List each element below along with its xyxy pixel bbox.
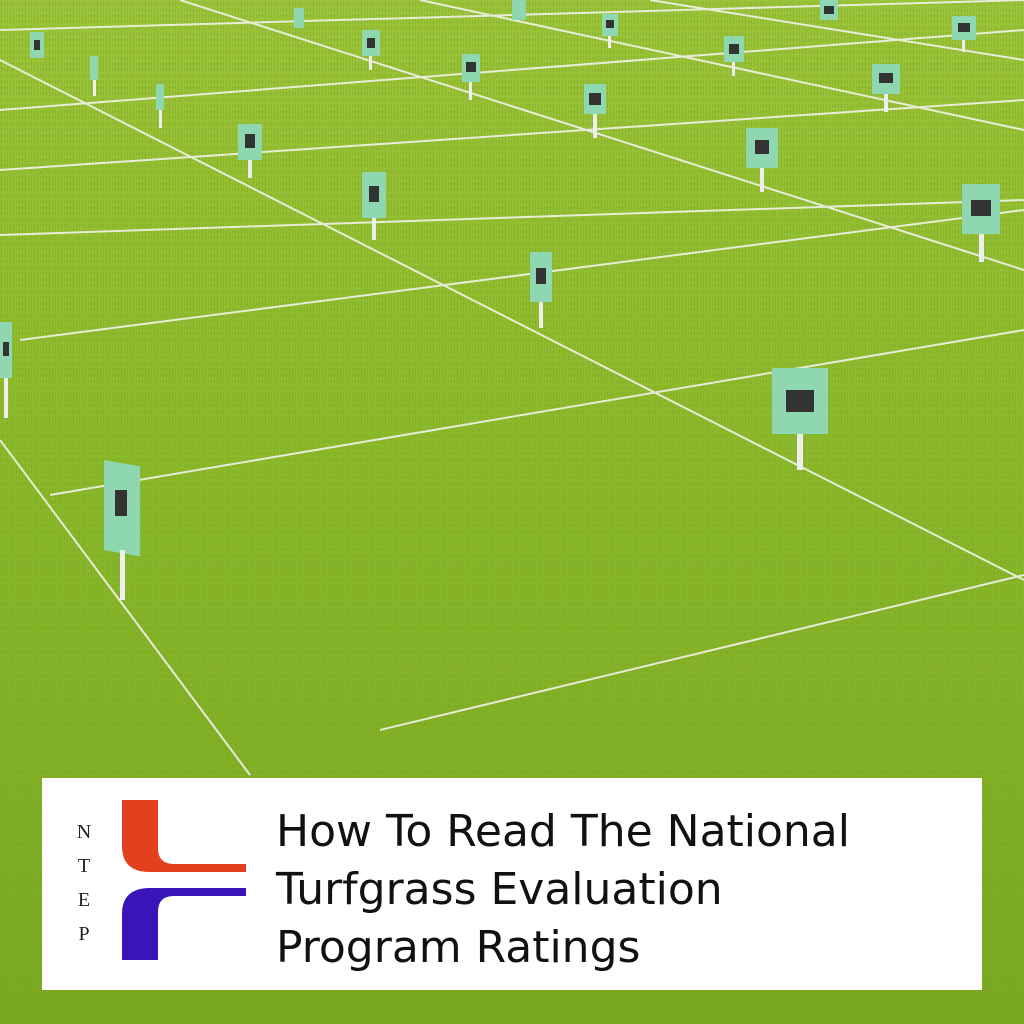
logo-blue-shape <box>122 888 246 960</box>
logo-red-shape <box>122 800 246 872</box>
title-line: How To Read The National <box>276 806 850 857</box>
ntep-logo: N T E P <box>77 800 246 960</box>
logo-letter: E <box>78 889 90 911</box>
plot-markers <box>0 0 1000 600</box>
title-line: Program Ratings <box>276 922 640 973</box>
string-grid <box>0 0 1024 776</box>
title: How To Read The National Turfgrass Evalu… <box>275 806 850 973</box>
title-line: Turfgrass Evaluation <box>275 864 723 915</box>
logo-letter: P <box>78 923 89 945</box>
logo-letter: N <box>77 821 91 843</box>
logo-letter: T <box>78 855 90 877</box>
title-card <box>42 778 982 990</box>
